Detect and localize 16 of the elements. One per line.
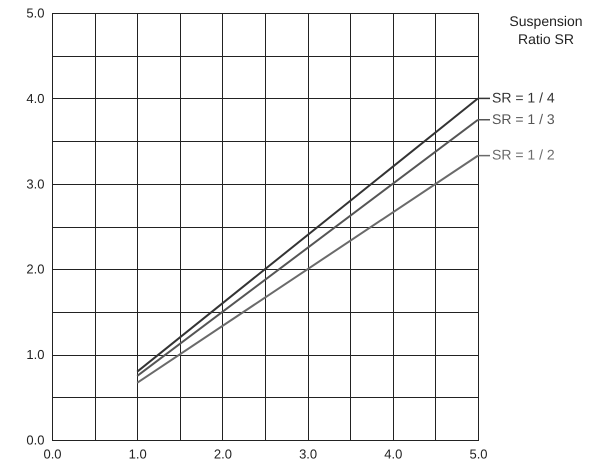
legend-label: SR = 1 / 2 xyxy=(492,146,555,163)
y-tick-label: 5.0 xyxy=(26,6,44,20)
x-tick-label: 3.0 xyxy=(299,446,318,462)
y-tick-label: 4.0 xyxy=(26,90,44,106)
y-tick-label: 0.0 xyxy=(26,432,44,448)
y-tick-label: 3.0 xyxy=(26,176,44,192)
x-tick-label: 1.0 xyxy=(128,446,147,462)
x-tick-label: 5.0 xyxy=(469,446,488,462)
legend-label: SR = 1 / 3 xyxy=(492,110,555,127)
legend-label: SR = 1 / 4 xyxy=(492,89,555,106)
y-tick-label: 2.0 xyxy=(26,262,44,277)
x-tick-label: 0.0 xyxy=(43,446,62,462)
y-tick-label: 1.0 xyxy=(26,347,44,362)
x-tick-label: 4.0 xyxy=(384,446,402,462)
legend-title: Suspension Ratio SR xyxy=(509,13,583,47)
x-tick-label: 2.0 xyxy=(214,446,232,462)
